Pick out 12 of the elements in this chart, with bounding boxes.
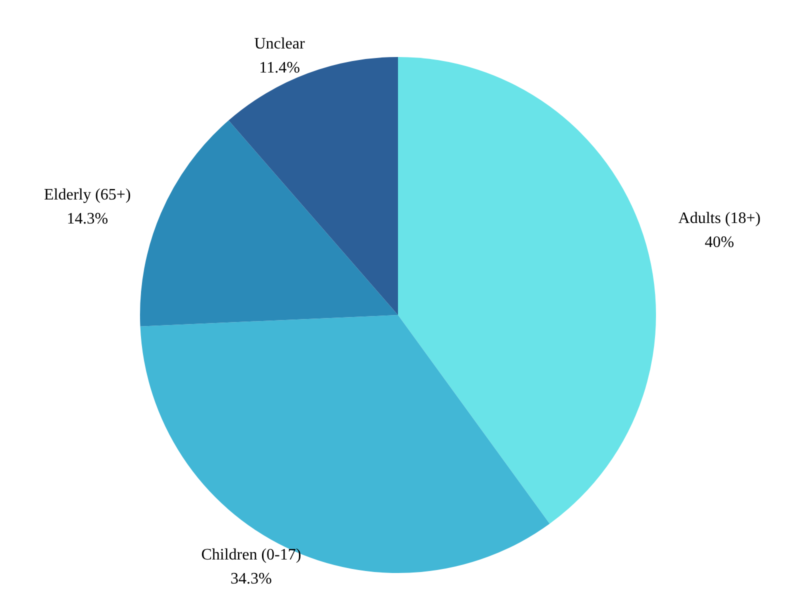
pie-slice bbox=[228, 57, 398, 315]
data-label: 11.4% bbox=[259, 60, 300, 77]
pie-slice bbox=[140, 120, 398, 326]
data-label: 34.3% bbox=[230, 570, 272, 588]
data-label: 40% bbox=[704, 234, 734, 252]
slice-label: Children (0-17) bbox=[201, 546, 302, 564]
slice-label: Adults (18+) bbox=[678, 210, 761, 228]
pie-slice bbox=[140, 315, 550, 573]
slice-label: Unclear bbox=[254, 36, 306, 53]
pie-slice bbox=[398, 57, 656, 524]
slice-label: Elderly (65+) bbox=[44, 186, 131, 204]
data-label: 14.3% bbox=[66, 210, 108, 228]
